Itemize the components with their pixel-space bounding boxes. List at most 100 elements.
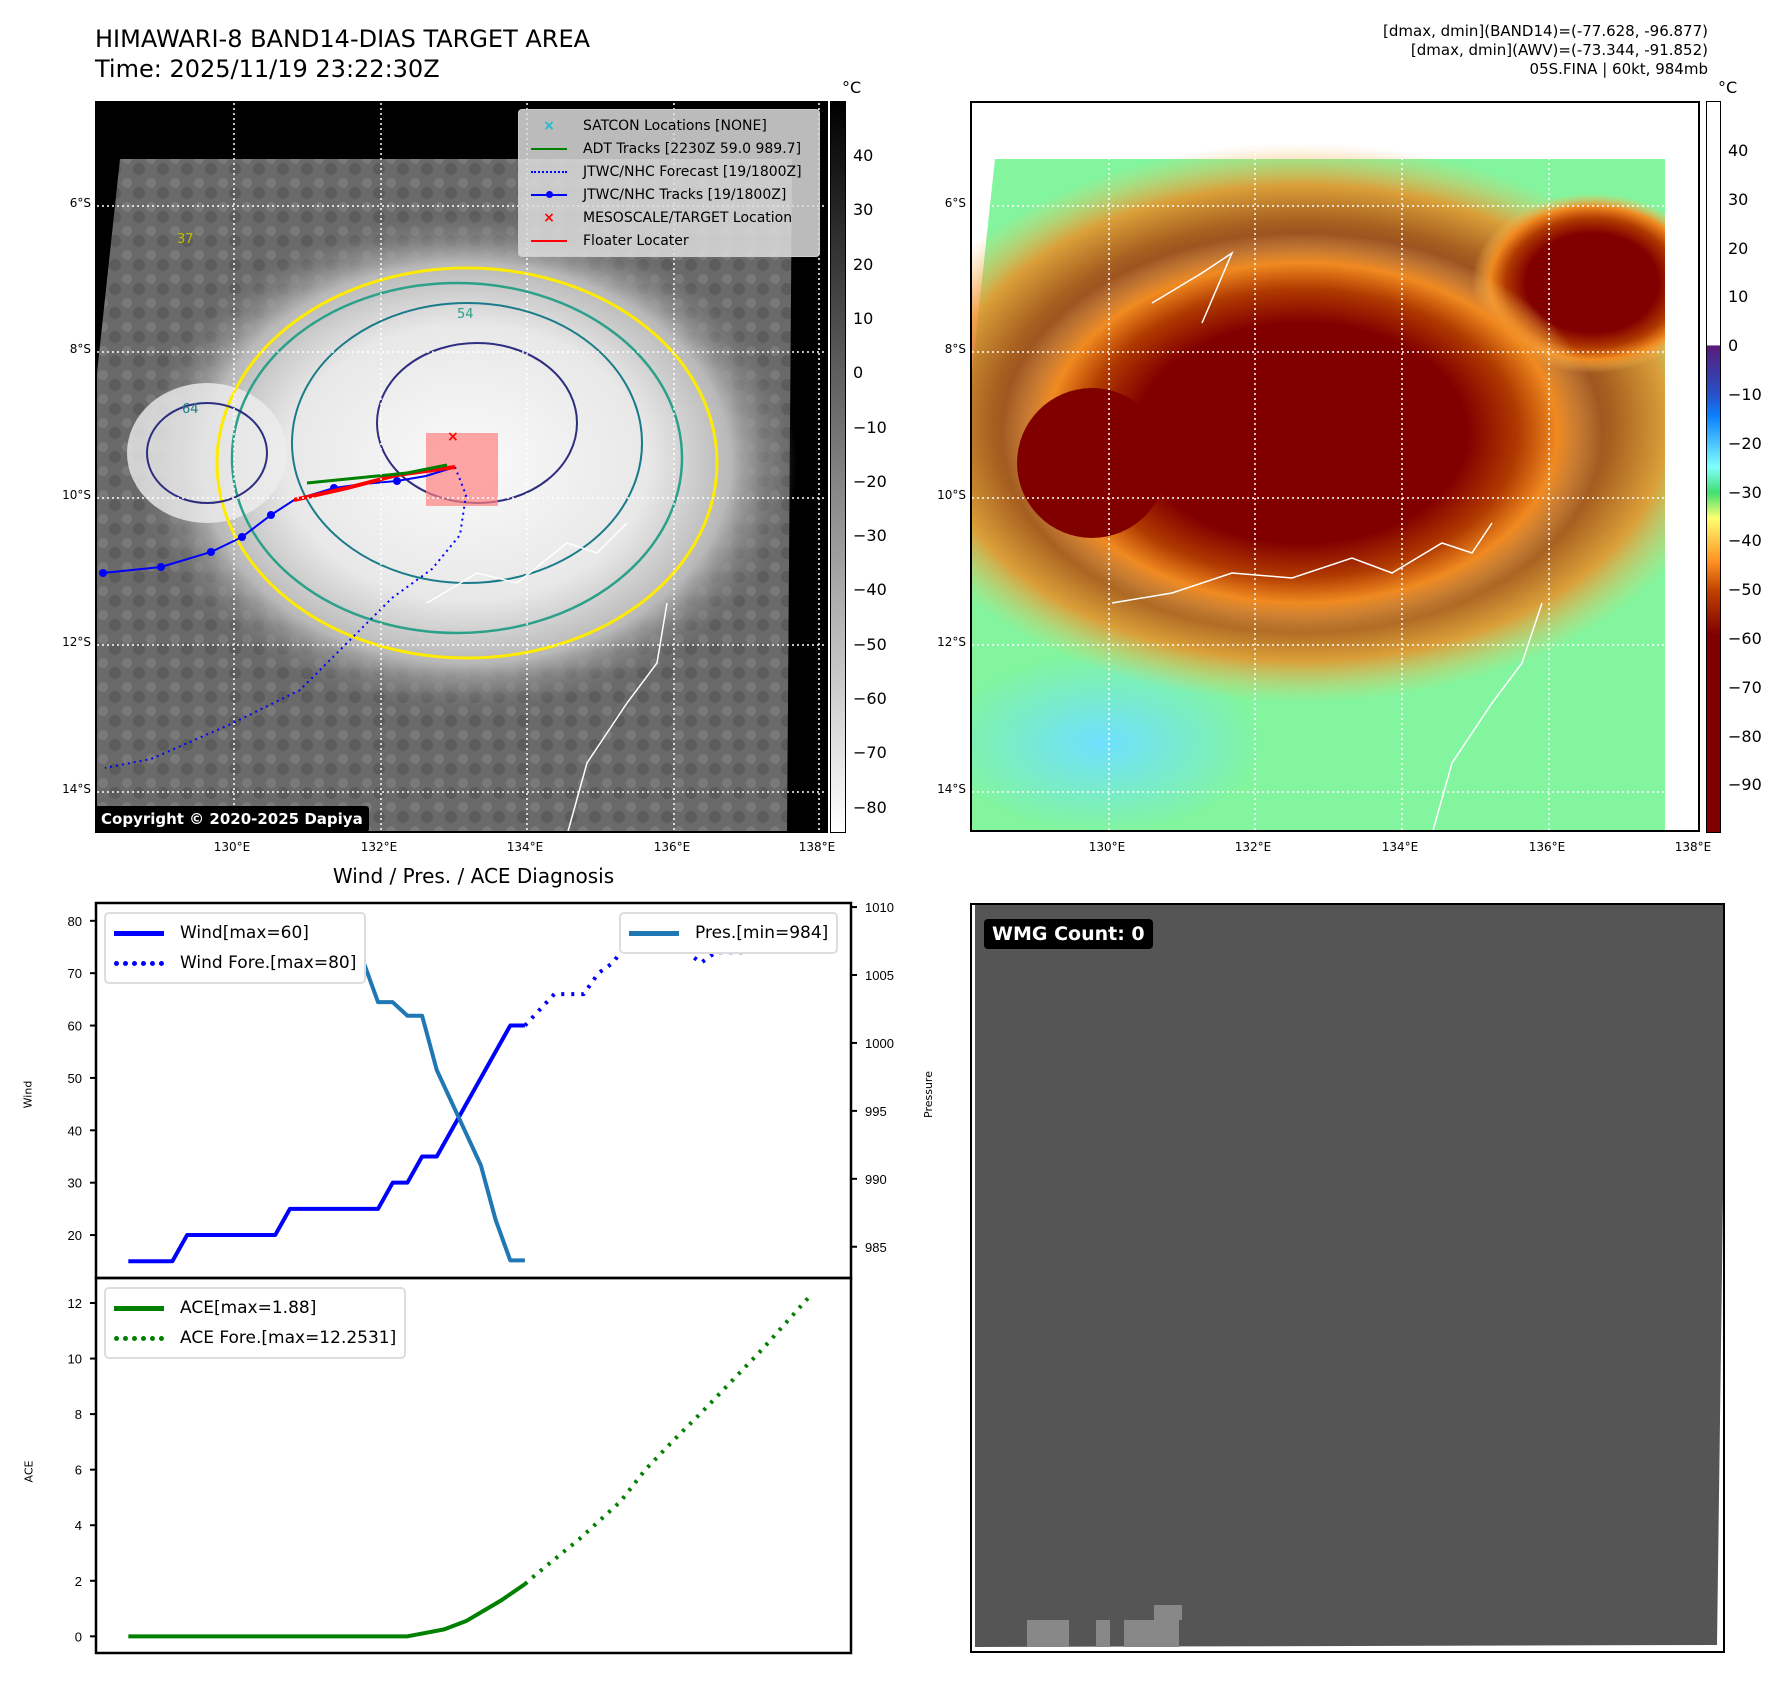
dotted-line-icon (527, 170, 571, 173)
legend-adt: ADT Tracks [2230Z 59.0 989.7] (527, 137, 811, 160)
awv-map-image (972, 103, 1698, 830)
lon-tick-label: 134°E (1381, 840, 1419, 854)
legend-label: Wind[max=60] (180, 923, 309, 943)
lon-tick-label: 136°E (653, 840, 691, 854)
lat-tick-label: 14°S (937, 782, 966, 796)
legend-target: × MESOSCALE/TARGET Location (527, 206, 811, 229)
stats-info: [dmax, dmin](BAND14)=(-77.628, -96.877) … (1383, 22, 1708, 79)
colorbar-tick: −80 (853, 797, 887, 817)
colorbar-unit: °C (1718, 78, 1738, 97)
legend-label: MESOSCALE/TARGET Location (583, 209, 793, 226)
ir-map-image: × 64 54 37 (97, 103, 826, 831)
legend-jtwc-tracks: JTWC/NHC Tracks [19/1800Z] (527, 183, 811, 206)
colorbar-tick: 10 (853, 308, 874, 328)
contour-label: 54 (457, 307, 474, 322)
lat-tick-label: 6°S (944, 196, 966, 210)
y-tick-label: 12 (68, 1296, 82, 1311)
colorbar-tick: −50 (1728, 580, 1762, 600)
colorbar-tick: −50 (853, 634, 887, 654)
target-marker: × (447, 429, 459, 445)
diagnosis-title: Wind / Pres. / ACE Diagnosis (332, 864, 615, 888)
y2-tick-label: 1010 (865, 900, 894, 915)
lon-tick-label: 132°E (1234, 840, 1272, 854)
wmg-panel[interactable]: WMG Count: 0 (970, 903, 1725, 1653)
y-tick-label: 80 (68, 914, 82, 929)
line-icon (527, 147, 571, 150)
lat-tick-label: 12°S (937, 635, 966, 649)
colorbar-tick: −30 (1728, 482, 1762, 502)
lat-tick-label: 8°S (69, 342, 91, 356)
wind-legend: Wind[max=60] Wind Fore.[max=80] (104, 912, 367, 984)
colorbar-tick: −20 (1728, 433, 1762, 453)
y2-tick-label: 985 (865, 1240, 887, 1255)
lon-tick-label: 132°E (360, 840, 398, 854)
colorbar-tick: 40 (853, 146, 874, 165)
y-tick-label: 70 (68, 966, 82, 981)
map-legend: × SATCON Locations [NONE] ADT Tracks [223… (518, 109, 820, 257)
legend-label: Wind Fore.[max=80] (180, 953, 357, 973)
y-tick-label: 60 (68, 1019, 82, 1034)
x-marker-icon: × (543, 117, 555, 134)
y-tick-label: 4 (75, 1518, 82, 1533)
legend-label: JTWC/NHC Forecast [19/1800Z] (583, 163, 802, 180)
ir-map-panel[interactable]: × 64 54 37 × SATCON Locations [NONE] ADT … (95, 101, 828, 833)
storm-summary: 05S.FINA | 60kt, 984mb (1529, 60, 1708, 78)
line-dot-icon (527, 190, 571, 198)
series-line-ace-fore- (523, 1294, 812, 1586)
colorbar-tick: 0 (853, 363, 864, 383)
legend-label: ADT Tracks [2230Z 59.0 989.7] (583, 140, 802, 157)
lon-tick-label: 130°E (1088, 840, 1126, 854)
legend-jtwc-forecast: JTWC/NHC Forecast [19/1800Z] (527, 160, 811, 183)
colorbar-unit: °C (842, 78, 862, 97)
colorbar-tick: 10 (1728, 287, 1749, 307)
legend-label: JTWC/NHC Tracks [19/1800Z] (583, 186, 787, 203)
pressure-legend: Pres.[min=984] (619, 912, 839, 954)
colorbar-tick: 20 (853, 254, 874, 274)
y-tick-label: 8 (75, 1407, 82, 1422)
lon-tick-label: 134°E (506, 840, 544, 854)
colorbar-tick: −30 (853, 526, 887, 546)
series-line-wind (128, 1023, 525, 1264)
legend-floater: Floater Locater (527, 229, 811, 252)
colorbar-tick: 0 (1728, 336, 1739, 356)
y2-tick-label: 1000 (865, 1036, 894, 1051)
y-tick-label: 30 (68, 1176, 82, 1191)
y2-tick-label: 1005 (865, 968, 894, 983)
ace-axis-label: ACE (22, 1460, 36, 1483)
awv-colorbar (1706, 101, 1721, 833)
lat-tick-label: 12°S (62, 635, 91, 649)
colorbar-tick: −40 (853, 580, 887, 600)
awv-range: [dmax, dmin](AWV)=(-73.344, -91.852) (1410, 41, 1708, 59)
y2-tick-label: 990 (865, 1172, 887, 1187)
lat-tick-label: 8°S (944, 342, 966, 356)
legend-satcon: × SATCON Locations [NONE] (527, 114, 811, 137)
colorbar-tick: −60 (853, 689, 887, 708)
y-tick-label: 50 (68, 1071, 82, 1086)
colorbar-tick: 20 (1728, 238, 1749, 258)
y2-tick-label: 995 (865, 1104, 887, 1119)
wind-axis-label: Wind (21, 1080, 35, 1109)
wmg-count-label: WMG Count: 0 (984, 919, 1153, 949)
y-tick-label: 2 (75, 1574, 82, 1589)
jtwc-forecast-line (104, 466, 468, 769)
colorbar-tick: −40 (1728, 531, 1762, 551)
y-tick-label: 40 (68, 1123, 82, 1138)
y-tick-label: 6 (75, 1463, 82, 1478)
lat-tick-label: 10°S (937, 488, 966, 502)
lon-tick-label: 130°E (213, 840, 251, 854)
legend-label: Pres.[min=984] (695, 923, 829, 943)
lat-tick-label: 10°S (62, 488, 91, 502)
floater-locator-line (293, 465, 456, 502)
colorbar-tick: −70 (853, 743, 887, 763)
lat-tick-label: 14°S (62, 782, 91, 796)
colorbar-tick: −70 (1728, 677, 1762, 697)
lat-tick-label: 6°S (69, 196, 91, 210)
x-marker-icon: × (543, 209, 555, 226)
awv-map-panel[interactable] (970, 101, 1700, 832)
contour-label: 64 (182, 402, 199, 417)
wmg-image (975, 905, 1723, 1647)
series-line-ace (128, 1582, 527, 1639)
colorbar-tick: 40 (1728, 141, 1749, 160)
y-tick-label: 20 (68, 1228, 82, 1243)
colorbar-tick: −20 (853, 471, 887, 491)
